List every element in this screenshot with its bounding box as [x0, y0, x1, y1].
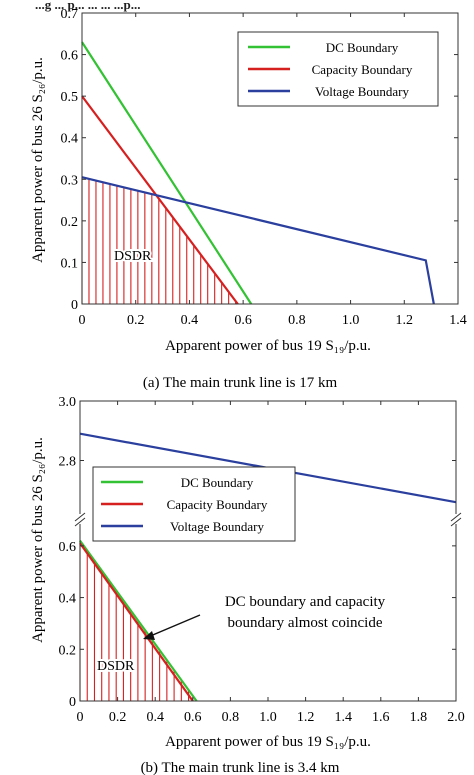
- legend-label: Capacity Boundary: [312, 62, 413, 77]
- y-tick-label: 0.4: [61, 132, 79, 147]
- legend-a: DC Boundary Capacity Boundary Voltage Boun…: [237, 31, 439, 107]
- y-tick-label: 0.3: [61, 173, 79, 188]
- x-tick-label: 1.4: [334, 710, 352, 725]
- annotation: DC boundary and capacity boundary almost…: [143, 594, 386, 640]
- x-tick-label: 0.4: [181, 313, 199, 328]
- annotation-line-1: DC boundary and capacity: [225, 594, 386, 610]
- y-tick-label: 0.7: [61, 7, 79, 22]
- plot-frame-a: [81, 12, 459, 305]
- x-tick-label: 0: [77, 710, 84, 725]
- series-line-2: [81, 95, 239, 305]
- y-axis-label-b: Apparent power of bus 26 S₂₆/p.u.: [30, 437, 46, 643]
- legend-label: DC Boundary: [181, 475, 254, 490]
- x-tick-label: 1.6: [372, 710, 390, 725]
- y-tick-label: 0.6: [61, 49, 79, 64]
- panel-a: 0 0.2 0.4 0.6 0.8 1.0 1.2 1.4 00.10.20.30.40.50…: [30, 7, 467, 391]
- legend-label: Voltage Boundary: [170, 519, 264, 534]
- y-tick-label: 3.0: [59, 395, 77, 410]
- series-line-1: [81, 41, 253, 305]
- caption-a: (a) The main trunk line is 17 km: [143, 375, 338, 391]
- x-tick-label: 0.8: [222, 710, 240, 725]
- series-line-1: [79, 540, 198, 702]
- x-tick-label: 0.6: [234, 313, 252, 328]
- x-tick-label: 0.6: [184, 710, 202, 725]
- legend-label: Capacity Boundary: [167, 497, 268, 512]
- x-ticks-b: 0 0.2 0.4 0.6 0.8 1.0 1.2 1.4 1.6 1.8 2.0: [77, 401, 465, 725]
- y-tick-label: 0.1: [61, 256, 79, 271]
- x-axis-label-a: Apparent power of bus 19 S₁₉/p.u.: [165, 338, 371, 354]
- dsdr-hatch-b: [79, 540, 190, 701]
- legend-label: Voltage Boundary: [315, 84, 409, 99]
- x-tick-label: 1.2: [297, 710, 315, 725]
- x-tick-label: 0.2: [109, 710, 127, 725]
- x-ticks-a: 0 0.2 0.4 0.6 0.8 1.0 1.2 1.4: [79, 13, 467, 328]
- legend-b: DC Boundary Capacity Boundary Voltage Boun…: [92, 466, 296, 542]
- annotation-line-2: boundary almost coincide: [228, 615, 383, 631]
- y-tick-label: 0.4: [59, 592, 77, 607]
- x-tick-label: 1.8: [410, 710, 428, 725]
- y-ticks-b: 2.8 3.0 0 0.2 0.4 0.6: [59, 395, 456, 710]
- y-tick-label: 0.6: [59, 540, 77, 555]
- x-tick-label: 0.2: [127, 313, 145, 328]
- region-label-b: DSDR: [97, 659, 135, 674]
- axis-break-marks: [74, 512, 462, 527]
- y-tick-label: 0.5: [61, 90, 79, 105]
- caption-b: (b) The main trunk line is 3.4 km: [141, 760, 340, 775]
- x-tick-label: 0: [79, 313, 86, 328]
- x-tick-label: 1.0: [342, 313, 360, 328]
- legend-label: DC Boundary: [326, 40, 399, 55]
- x-axis-label-b: Apparent power of bus 19 S₁₉/p.u.: [165, 734, 371, 750]
- y-tick-label: 0: [69, 695, 76, 710]
- series-line-3: [81, 176, 435, 305]
- annotation-arrow: [147, 614, 201, 638]
- y-tick-label: 0.2: [59, 643, 77, 658]
- series-group-a: [81, 41, 435, 305]
- x-tick-label: 0.4: [146, 710, 164, 725]
- series-line-2: [79, 542, 194, 702]
- annotation-arrowhead: [143, 631, 155, 640]
- x-tick-label: 2.0: [447, 710, 465, 725]
- region-label-a: DSDR: [114, 249, 152, 264]
- y-tick-label: 2.8: [59, 455, 77, 470]
- x-tick-label: 0.8: [288, 313, 306, 328]
- x-tick-label: 1.2: [396, 313, 414, 328]
- y-tick-label: 0.2: [61, 215, 79, 230]
- panel-b: 0 0.2 0.4 0.6 0.8 1.0 1.2 1.4 1.6 1.8 2.0 2.83.000…: [30, 395, 465, 775]
- plot-frame-b: [79, 400, 457, 702]
- y-ticks-a: 0 0.1 0.2 0.3 0.4 0.5 0.6 0.7: [61, 7, 458, 313]
- header-fragment: ...g ... p... ... ... ...p...: [35, 0, 140, 12]
- y-tick-label: 0: [71, 298, 78, 313]
- x-tick-label: 1.0: [259, 710, 277, 725]
- y-axis-label-a: Apparent power of bus 26 S₂₆/p.u.: [30, 57, 46, 263]
- x-tick-label: 1.4: [449, 313, 467, 328]
